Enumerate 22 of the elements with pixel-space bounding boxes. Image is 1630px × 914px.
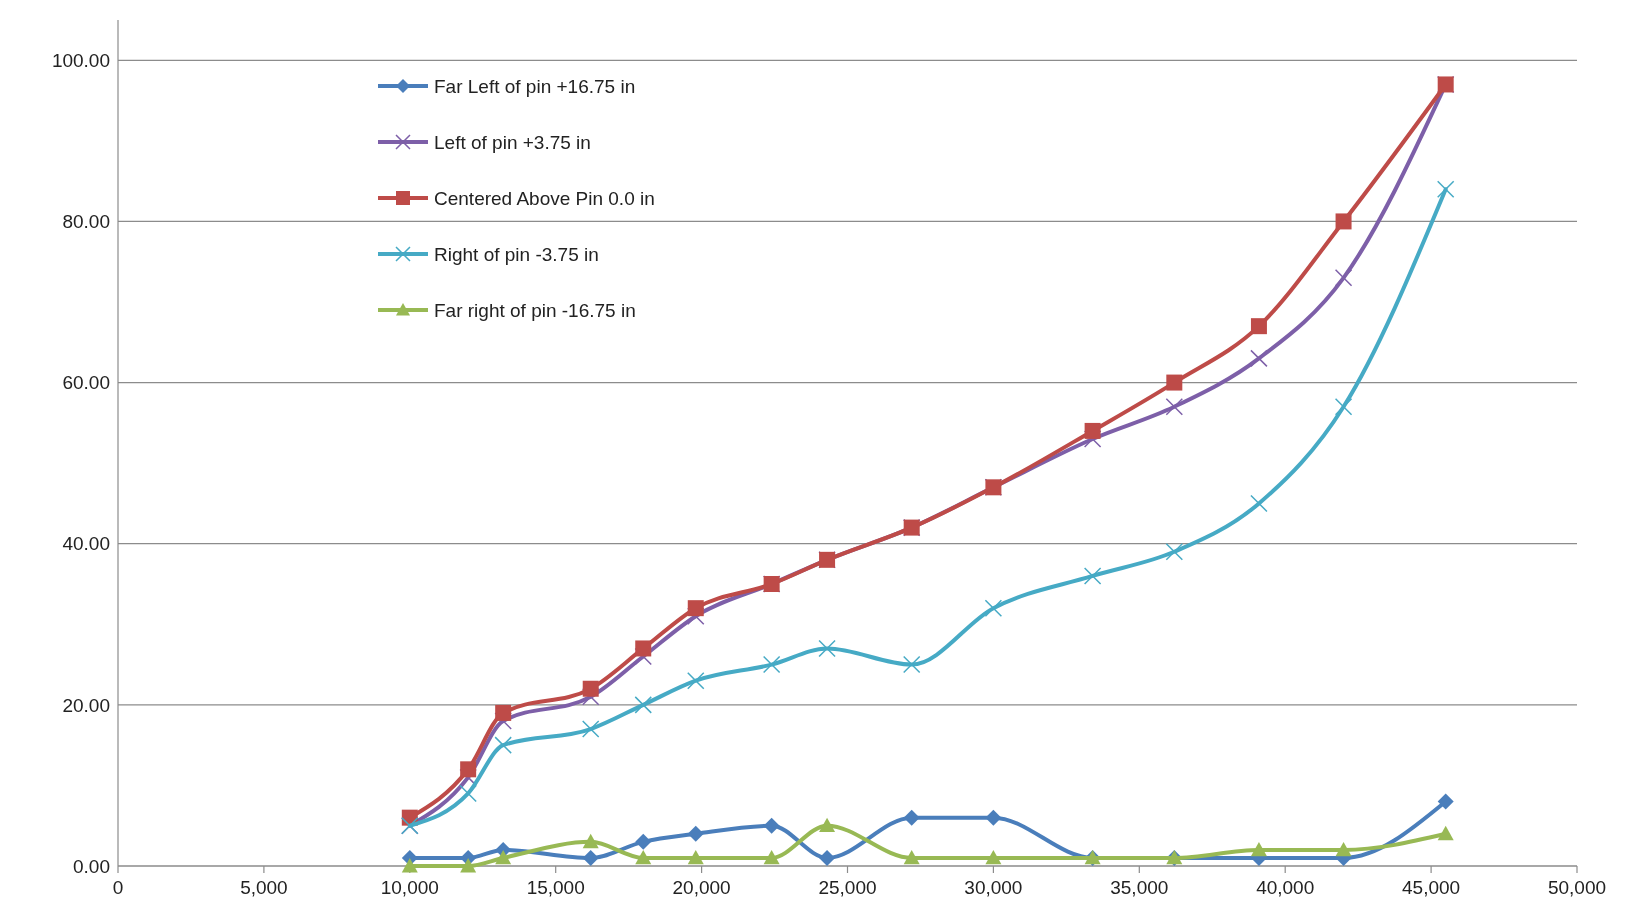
- y-tick-label: 20.00: [62, 694, 110, 716]
- legend-label: Far Left of pin +16.75 in: [434, 75, 636, 97]
- x-tick-label: 45,000: [1402, 877, 1461, 898]
- x-tick-label: 0: [112, 877, 124, 898]
- x-tick-label: 20,000: [672, 877, 731, 898]
- legend-label: Far right of pin -16.75 in: [434, 299, 636, 321]
- x-tick-label: 10,000: [380, 877, 439, 898]
- x-tick-label: 25,000: [818, 877, 877, 898]
- y-tick-label: 60.00: [62, 372, 110, 394]
- x-tick-label: 40,000: [1256, 877, 1315, 898]
- x-tick-label: 35,000: [1110, 877, 1169, 898]
- y-tick-label: 0.00: [73, 855, 110, 877]
- y-tick-label: 80.00: [62, 211, 110, 233]
- y-tick-label: 100.00: [51, 49, 110, 71]
- x-tick-label: 15,000: [526, 877, 585, 898]
- x-tick-label: 50,000: [1547, 877, 1607, 898]
- legend-label: Centered Above Pin 0.0 in: [434, 187, 655, 209]
- y-tick-label: 40.00: [62, 533, 110, 555]
- x-tick-label: 5,000: [240, 877, 288, 898]
- legend-label: Left of pin +3.75 in: [434, 131, 591, 153]
- legend-label: Right of pin -3.75 in: [434, 243, 599, 265]
- x-tick-label: 30,000: [964, 877, 1023, 898]
